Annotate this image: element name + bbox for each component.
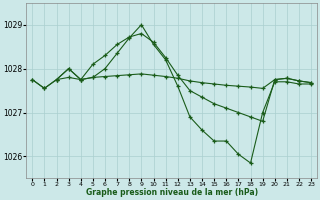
X-axis label: Graphe pression niveau de la mer (hPa): Graphe pression niveau de la mer (hPa) <box>86 188 258 197</box>
